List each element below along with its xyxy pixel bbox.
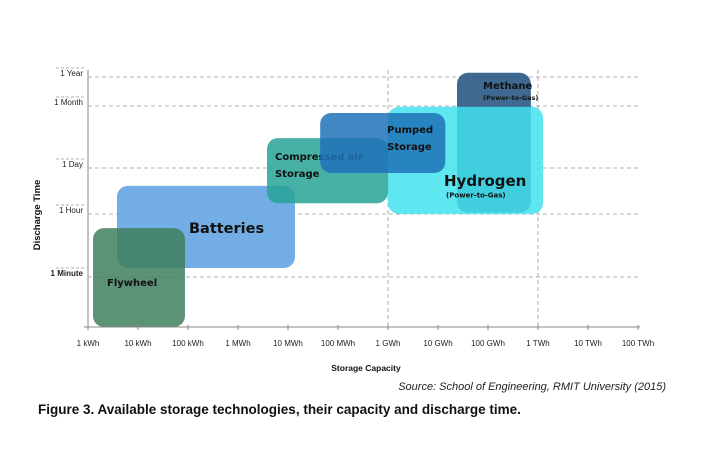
x-tick-label: 1 MWh bbox=[225, 339, 250, 348]
x-tick-label: 10 MWh bbox=[273, 339, 303, 348]
technology-range-box bbox=[320, 113, 446, 173]
box-sublabel: (Power-to-Gas) bbox=[483, 94, 538, 102]
x-tick-label: 1 kWh bbox=[77, 339, 100, 348]
box-label: Flywheel bbox=[107, 278, 157, 289]
x-tick-label: 100 GWh bbox=[471, 339, 505, 348]
technology-range-box bbox=[93, 228, 185, 327]
x-tick-label: 1 GWh bbox=[376, 339, 401, 348]
box-label: Batteries bbox=[189, 221, 264, 237]
y-axis-title: Discharge Time bbox=[32, 180, 43, 251]
technology-boxes: Batteries Flywheel Compressed air Storage Me… bbox=[93, 72, 544, 327]
box-sublabel: (Power-to-Gas) bbox=[446, 192, 506, 200]
y-tick-label: 1 Day bbox=[62, 160, 83, 169]
box-label: Compressed air Storage bbox=[275, 152, 363, 180]
box-pumped-storage: Pumped Storage bbox=[320, 113, 446, 173]
y-tick-label: 1 Month bbox=[54, 98, 83, 107]
x-tick-label: 10 TWh bbox=[574, 339, 602, 348]
box-label: Methane bbox=[483, 81, 533, 92]
x-tick-label: 100 TWh bbox=[622, 339, 654, 348]
box-flywheel: Flywheel bbox=[93, 228, 185, 327]
box-label: Pumped Storage bbox=[387, 125, 433, 153]
y-tick-label: 1 Hour bbox=[59, 206, 83, 215]
x-axis-title: Storage Capacity bbox=[331, 363, 401, 373]
figure-caption: Figure 3. Available storage technologies… bbox=[38, 402, 521, 417]
axes: 1 Minute 1 Hour 1 Day 1 Month 1 Year 1 kWh 10 … bbox=[51, 69, 655, 348]
x-tick-label: 1 TWh bbox=[526, 339, 549, 348]
x-tick-label: 100 kWh bbox=[172, 339, 204, 348]
y-tick-label: 1 Minute bbox=[51, 269, 84, 278]
x-tick-label: 100 MWh bbox=[321, 339, 355, 348]
source-note: Source: School of Engineering, RMIT Univ… bbox=[398, 381, 666, 393]
y-tick-label: 1 Year bbox=[60, 69, 83, 78]
box-label: Hydrogen bbox=[444, 172, 526, 190]
x-tick-label: 10 kWh bbox=[124, 339, 151, 348]
x-tick-label: 10 GWh bbox=[423, 339, 452, 348]
